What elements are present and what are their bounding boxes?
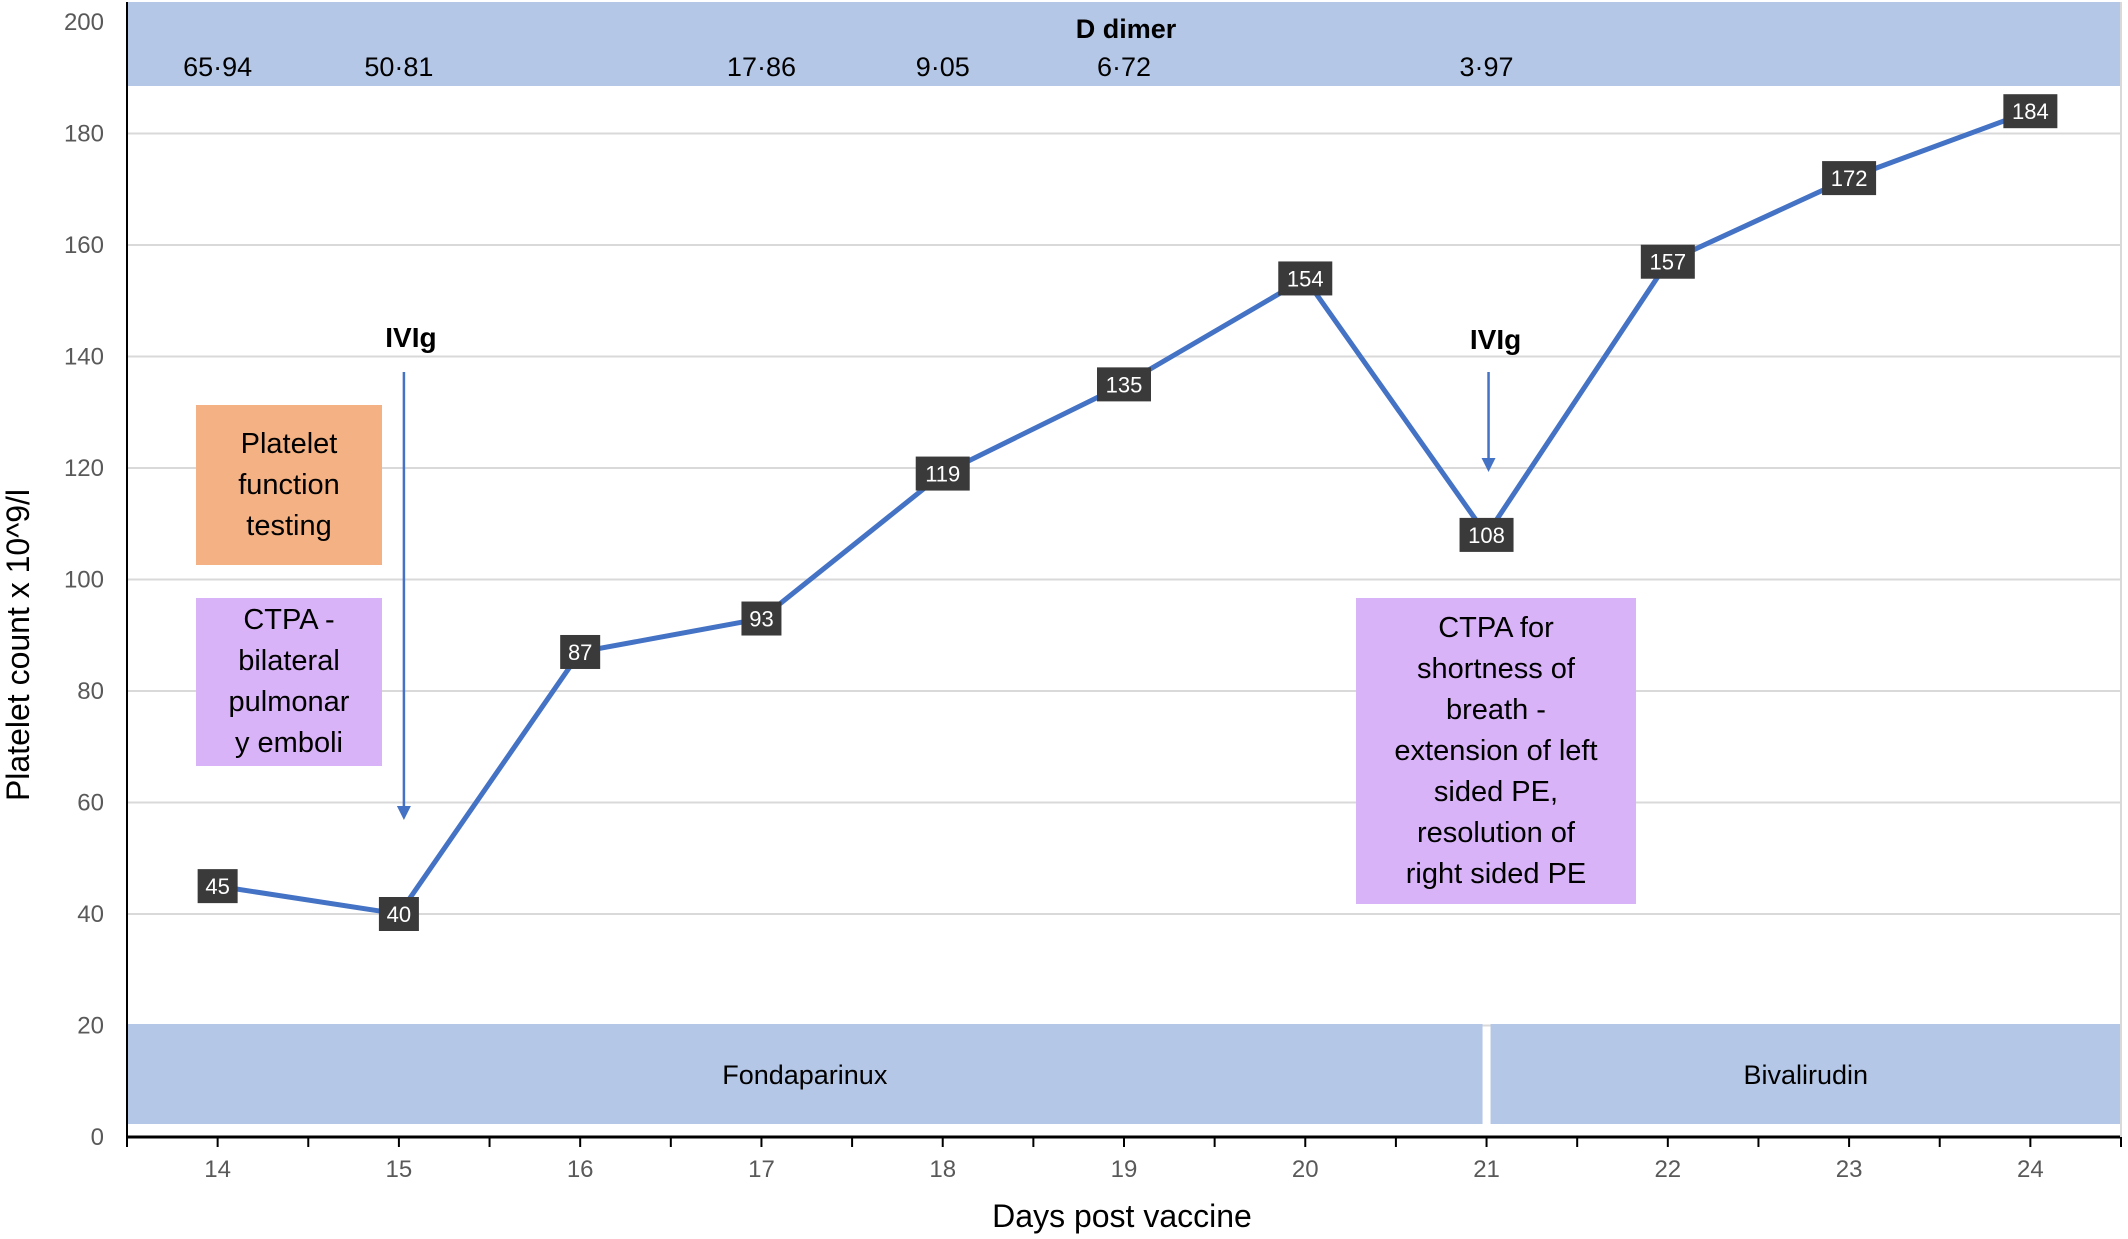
data-label-box: [2003, 94, 2058, 129]
y-tick-label: 120: [64, 455, 104, 482]
data-label-box: [1459, 517, 1514, 552]
y-tick-label: 0: [91, 1124, 104, 1151]
data-label-box: [560, 634, 601, 669]
ivig-label: IVIg: [1470, 324, 1521, 355]
x-tick-label: 18: [929, 1156, 956, 1183]
y-tick-label: 20: [77, 1013, 104, 1040]
data-point: 119: [915, 456, 970, 491]
treatment-band: [1490, 1024, 2121, 1124]
x-tick-label: 16: [567, 1156, 594, 1183]
x-tick-label: 19: [1111, 1156, 1138, 1183]
ivig-arrow-head: [1481, 458, 1496, 472]
treatment-label: Fondaparinux: [722, 1060, 888, 1090]
data-point: 135: [1097, 367, 1151, 402]
data-point: 172: [1822, 161, 1877, 196]
y-tick-label: 180: [64, 121, 104, 148]
data-label-box: [1278, 261, 1333, 296]
data-label-box: [1097, 367, 1151, 402]
y-tick-label: 80: [77, 678, 104, 705]
d-dimer-value: 17·86: [727, 52, 796, 82]
data-point: 108: [1459, 517, 1514, 552]
data-label-box: [915, 456, 970, 491]
y-tick-label: 40: [77, 901, 104, 928]
data-label: 172: [1831, 166, 1868, 191]
data-label-box: [741, 601, 782, 636]
y-tick-label: 60: [77, 790, 104, 817]
x-tick-label: 14: [204, 1156, 231, 1183]
d-dimer-value: 50·81: [364, 52, 433, 82]
platelet-function-testing-box: Platelet function testing: [196, 405, 382, 565]
ivig-label: IVIg: [385, 322, 436, 353]
data-label: 40: [387, 902, 411, 927]
x-tick-label: 24: [2017, 1156, 2044, 1183]
data-point: 154: [1278, 261, 1333, 296]
d-dimer-title: D dimer: [1076, 14, 1177, 44]
y-tick-label: 100: [64, 567, 104, 594]
data-point: 45: [197, 869, 238, 904]
data-label: 87: [568, 640, 592, 665]
x-tick-label: 21: [1473, 1156, 1500, 1183]
data-label: 157: [1649, 250, 1686, 275]
axes: 0 20 40 60 80 100 120 140 160 180 200 14 15 16 17 18 19 2…: [64, 2, 2122, 1183]
y-tick-label: 200: [64, 9, 104, 36]
data-label: 93: [749, 607, 773, 632]
data-labels: 45 40 87 93 119 135 154 108 157 172 184: [197, 94, 2058, 931]
data-label-box: [1640, 244, 1695, 279]
x-tick-label: 15: [386, 1156, 413, 1183]
y-tick-label: 160: [64, 232, 104, 259]
d-dimer-value: 9·05: [916, 52, 970, 82]
platelet-line: [217, 108, 2032, 917]
x-tick-label: 17: [748, 1156, 775, 1183]
data-label: 119: [925, 462, 960, 487]
data-label: 45: [205, 874, 229, 899]
d-dimer-value: 65·94: [183, 52, 252, 82]
gridlines: [127, 132, 2121, 1027]
data-label-box: [378, 897, 419, 931]
x-axis-title: Days post vaccine: [992, 1198, 1252, 1234]
data-point: 40: [378, 897, 419, 931]
ivig-arrows: IVIg IVIg: [385, 322, 1521, 820]
y-axis-title: Platelet count x 10^9/l: [0, 489, 36, 801]
d-dimer-value: 3·97: [1460, 52, 1514, 82]
platelet-series: [217, 108, 2032, 917]
data-label: 154: [1287, 266, 1324, 291]
data-label-box: [197, 869, 238, 904]
ctpa-shortness-of-breath-box: CTPA for shortness of breath - extension…: [1356, 598, 1636, 904]
d-dimer-band: [127, 2, 2121, 86]
data-point: 93: [741, 601, 782, 636]
data-point: 157: [1640, 244, 1695, 279]
d-dimer-value: 6·72: [1097, 52, 1151, 82]
bands: D dimer 65·94 50·81 17·86 9·05 6·72 3·97 Fondap…: [127, 2, 2121, 1124]
x-tick-label: 20: [1292, 1156, 1319, 1183]
data-point: 87: [560, 634, 601, 669]
data-point: 184: [2003, 94, 2058, 129]
data-label: 135: [1106, 372, 1143, 397]
data-label: 108: [1468, 523, 1505, 548]
data-label-box: [1822, 161, 1877, 196]
ivig-arrow-head: [396, 806, 411, 820]
treatment-label: Bivalirudin: [1743, 1060, 1868, 1090]
y-tick-label: 140: [64, 344, 104, 371]
ctpa-bilateral-pe-box: CTPA - bilateral pulmonar y emboli: [196, 598, 382, 766]
data-label: 184: [2012, 99, 2049, 124]
x-tick-label: 23: [1836, 1156, 1863, 1183]
x-tick-label: 22: [1654, 1156, 1681, 1183]
treatment-band: [127, 1024, 1483, 1124]
